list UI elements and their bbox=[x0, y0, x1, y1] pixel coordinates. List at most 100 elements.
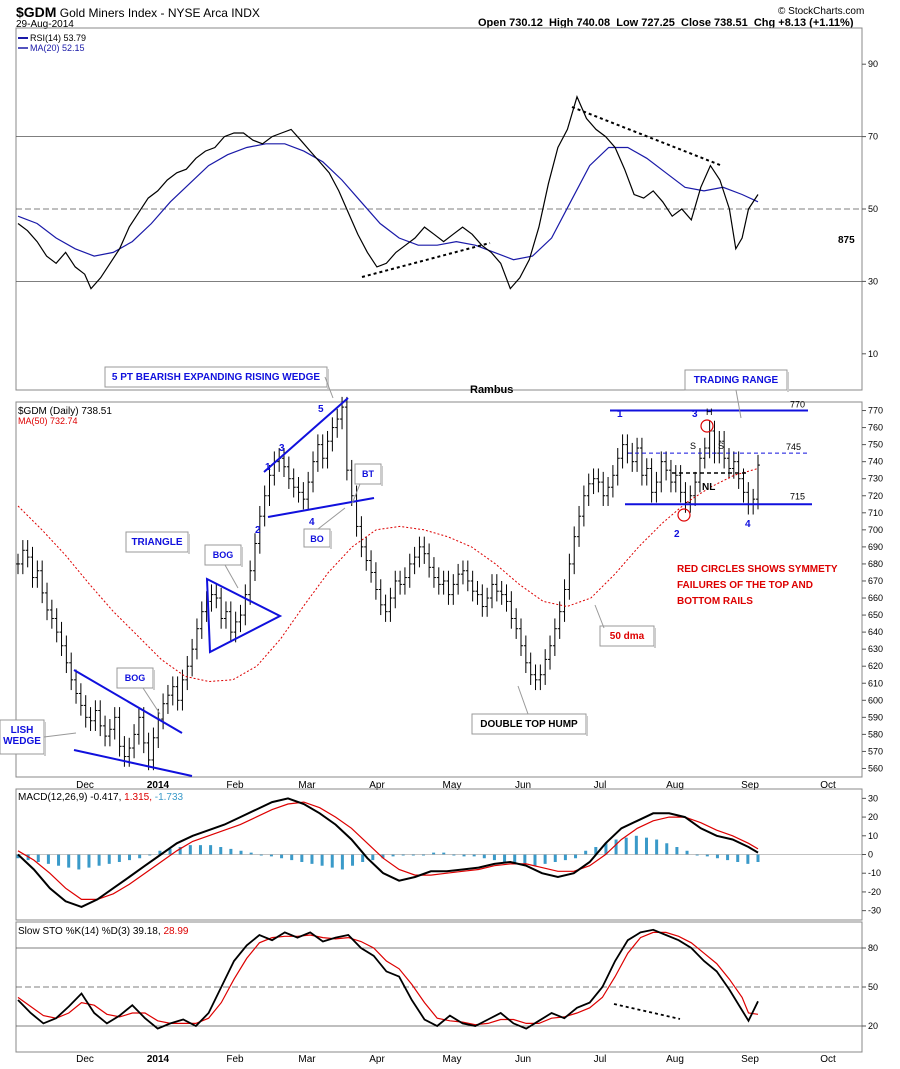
ohlc-bar bbox=[156, 708, 161, 749]
x-label: Aug bbox=[666, 780, 684, 791]
double-top-callout: DOUBLE TOP HUMP bbox=[471, 713, 588, 736]
bo-pointer bbox=[317, 507, 346, 530]
ohlc-bar bbox=[548, 635, 553, 670]
ohlc-bar bbox=[388, 587, 393, 622]
triangle-callout-shadow bbox=[188, 534, 190, 554]
price-tick-label: 750 bbox=[868, 440, 883, 450]
ohlc-bar bbox=[238, 604, 243, 633]
ohlc-bar bbox=[209, 584, 214, 612]
sto-trend-line bbox=[613, 1003, 681, 1020]
sto-d-line bbox=[17, 931, 759, 1026]
macd-tick-label: -10 bbox=[868, 868, 881, 878]
rsi-side-label: 875 bbox=[838, 235, 855, 246]
macd-hist-bar bbox=[269, 854, 273, 857]
x-label: Oct bbox=[820, 780, 836, 791]
level-715: 715 bbox=[790, 491, 805, 501]
ohlc-bar bbox=[543, 649, 548, 685]
wedge-title-callout-text: 5 PT BEARISH EXPANDING RISING WEDGE bbox=[112, 372, 321, 383]
price-tick-label: 650 bbox=[868, 610, 883, 620]
ohlc-bar bbox=[378, 579, 383, 616]
ohlc-bar bbox=[436, 567, 441, 595]
ohlc-bar bbox=[136, 707, 141, 745]
ohlc-bar bbox=[441, 570, 446, 595]
ohlc-bar bbox=[364, 536, 369, 571]
ohlc-bar bbox=[577, 505, 582, 547]
ohlc-bar bbox=[83, 695, 88, 728]
ohlc-bar bbox=[59, 621, 64, 656]
dma-callout-shadow bbox=[654, 628, 656, 648]
ohlc-bar bbox=[654, 471, 659, 503]
ohlc-bar bbox=[88, 707, 93, 731]
bo-callout-text: BO bbox=[310, 534, 324, 544]
open-value: Open 730.12 bbox=[478, 17, 543, 29]
ohlc-bar bbox=[243, 584, 248, 626]
symbol: $GDM bbox=[16, 4, 57, 20]
ohlc-bar bbox=[635, 437, 640, 472]
price-tick-label: 560 bbox=[868, 763, 883, 773]
bog1-callout-text: BOG bbox=[213, 550, 234, 560]
macd-hist-bar bbox=[553, 854, 557, 862]
price-tick-label: 680 bbox=[868, 559, 883, 569]
ohlc-bar bbox=[98, 700, 103, 737]
ohlc-bar bbox=[722, 430, 727, 469]
macd-tick-label: 20 bbox=[868, 812, 878, 822]
macd-hist-bar bbox=[117, 854, 121, 862]
bo-callout: BO bbox=[303, 528, 332, 549]
macd-hist-bar bbox=[300, 854, 304, 862]
x-label: Jun bbox=[515, 780, 531, 791]
price-tick-label: 700 bbox=[868, 525, 883, 535]
price-tick-label: 690 bbox=[868, 542, 883, 552]
macd-hist-bar bbox=[138, 854, 142, 859]
x-label-bottom: Jun bbox=[515, 1054, 531, 1065]
macd-hist-bar bbox=[259, 854, 263, 856]
ohlc-bar bbox=[557, 601, 562, 639]
ohlc-bar bbox=[625, 434, 630, 464]
watermark: © StockCharts.com bbox=[778, 6, 865, 17]
macd-hist-bar bbox=[655, 839, 659, 855]
ohlc-bar bbox=[54, 608, 59, 643]
rsi-tick-label: 30 bbox=[868, 276, 878, 286]
bt-callout-shadow bbox=[381, 466, 383, 486]
ohlc-bar bbox=[697, 448, 702, 493]
ohlc-bar bbox=[596, 468, 601, 493]
ohlc-bar bbox=[93, 700, 98, 731]
ohlc-bar bbox=[25, 540, 30, 568]
macd-hist-bar bbox=[695, 854, 699, 856]
rsi-ma-legend-label: MA(20) 52.15 bbox=[30, 43, 85, 53]
x-label-bottom: Apr bbox=[369, 1054, 385, 1065]
wedge-pt-5: 5 bbox=[318, 404, 324, 415]
macd-hist-bar bbox=[168, 848, 172, 855]
price-tick-label: 570 bbox=[868, 746, 883, 756]
ohlc-bar bbox=[591, 468, 596, 495]
macd-hist-bar bbox=[239, 850, 243, 855]
quote-bar: Open 730.12 High 740.08 Low 727.25 Close… bbox=[478, 17, 854, 29]
sto-tick-label: 80 bbox=[868, 943, 878, 953]
macd-hist-bar bbox=[198, 845, 202, 855]
macd-hist-bar bbox=[351, 854, 355, 866]
ohlc-bar bbox=[199, 601, 204, 639]
ohlc-bar bbox=[514, 608, 519, 639]
ohlc-bar bbox=[78, 683, 83, 716]
ohlc-bar bbox=[504, 584, 509, 612]
ohlc-bar bbox=[562, 579, 567, 622]
x-label: May bbox=[443, 780, 462, 791]
bog1-callout: BOG bbox=[204, 544, 243, 567]
date-label: 29-Aug-2014 bbox=[16, 19, 74, 30]
macd-hist-bar bbox=[209, 845, 213, 855]
bull-wedge-callout-box bbox=[0, 719, 45, 755]
macd-hist-bar bbox=[624, 837, 628, 855]
macd-hist-bar bbox=[462, 854, 466, 857]
bog1-callout-shadow bbox=[241, 547, 243, 567]
range-pt-3: 3 bbox=[692, 409, 698, 420]
x-label-bottom: Sep bbox=[741, 1054, 759, 1065]
ohlc-bar bbox=[301, 482, 306, 510]
ohlc-bar bbox=[344, 396, 349, 481]
ohlc-bar bbox=[741, 468, 746, 503]
macd-hist-bar bbox=[16, 854, 20, 859]
ohlc-bar bbox=[489, 574, 494, 609]
price-tick-label: 610 bbox=[868, 678, 883, 688]
price-tick-label: 670 bbox=[868, 576, 883, 586]
symbol-header: $GDM Gold Miners Index - NYSE Arca INDX bbox=[16, 4, 260, 20]
double-top-pointer bbox=[517, 685, 529, 715]
